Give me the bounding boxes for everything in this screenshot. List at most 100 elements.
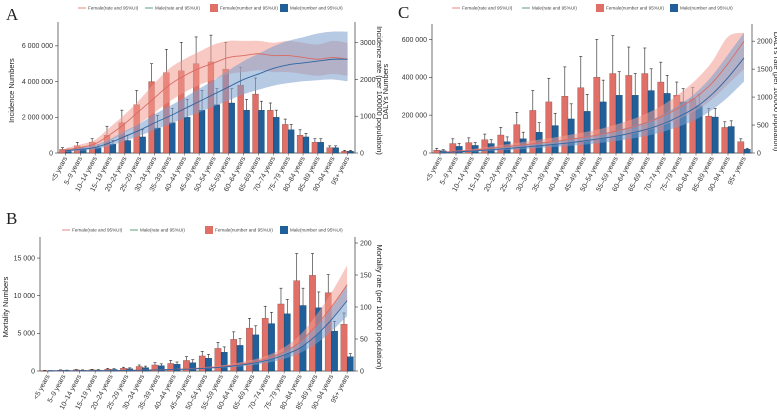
bar-male xyxy=(189,362,197,372)
y-axis-title-left: Mortality Numbers xyxy=(1,276,10,337)
bar-female xyxy=(296,134,304,154)
legend-female-number-swatch xyxy=(205,226,213,234)
y-tick-label-right: 1000 xyxy=(757,94,773,101)
bar-female xyxy=(252,93,259,154)
bar-female xyxy=(277,303,285,372)
bar-female xyxy=(282,124,289,154)
legend-male-number: Male(number and 95%UI) xyxy=(290,6,343,11)
y-axis-title-right: Mortality rate (per 100000 population) xyxy=(375,244,384,370)
y-tick-label-left: 5 000 xyxy=(17,331,35,338)
y-tick-label-left: 10 000 xyxy=(14,293,36,300)
y-tick-label-right: 50 xyxy=(360,336,368,343)
legend-male-number-swatch xyxy=(280,4,288,12)
y-tick-label-left: 0 xyxy=(423,150,427,157)
bar-male xyxy=(243,109,250,154)
bar-male xyxy=(228,102,235,154)
legend-male-number: Male(number and 95%UI) xyxy=(290,228,343,233)
y-axis-title-left: DALYs Numbers xyxy=(381,64,390,120)
bar-male xyxy=(198,109,206,154)
bar-female xyxy=(267,109,274,154)
legend-male-number-swatch xyxy=(280,226,288,234)
bar-male xyxy=(317,142,324,154)
panel-label-b: B xyxy=(6,209,17,228)
y-tick-label-right: 100 xyxy=(360,304,372,311)
legend-male-number-swatch xyxy=(670,4,678,12)
legend-female-number: Female(number and 95%UI) xyxy=(220,6,278,11)
y-tick-label-right: 150 xyxy=(360,272,372,279)
bar-male xyxy=(288,129,295,154)
bar-male xyxy=(184,117,191,154)
bar-male xyxy=(252,334,260,372)
bar-male xyxy=(347,151,354,154)
bar-male xyxy=(154,127,161,154)
bar-male xyxy=(599,101,607,154)
bar-male xyxy=(213,104,221,154)
legend-female-rate: Female(rate and 95%UI) xyxy=(462,6,513,11)
y-axis-title-right: Incidence rate (per 100000 population) xyxy=(375,26,384,155)
panel-label-a: A xyxy=(6,5,19,24)
panel-b: B Female(rate and 95%UI) Male(rate and 95… xyxy=(1,209,384,411)
bar-female xyxy=(341,151,348,154)
legend-female-number-swatch xyxy=(210,4,218,12)
bar-male xyxy=(346,356,354,372)
bar-male xyxy=(273,117,280,154)
bar-male xyxy=(139,136,146,154)
y-tick-label-right: 2000 xyxy=(360,77,376,84)
bar-female xyxy=(59,149,66,154)
y-tick-label-right: 2000 xyxy=(757,38,773,45)
bar-male xyxy=(331,330,338,372)
legend-female-number-swatch xyxy=(596,4,604,12)
bar-male xyxy=(124,140,131,154)
bar-male xyxy=(169,122,176,154)
legend: Female(rate and 95%UI) Male(rate and 95%U… xyxy=(78,4,343,12)
bar-female xyxy=(737,141,745,154)
rate-line-male xyxy=(439,57,745,153)
y-tick-label-left: 0 xyxy=(49,150,53,157)
rate-band-male xyxy=(440,32,744,153)
bar-male xyxy=(332,147,339,154)
legend: Female(rate and 95%UI) Male(rate and 95%U… xyxy=(62,226,343,234)
y-tick-label-right: 1500 xyxy=(757,66,773,73)
y-tick-label-left: 0 xyxy=(31,368,35,375)
bar-male xyxy=(743,149,751,154)
legend-female-number: Female(number and 95%UI) xyxy=(215,228,273,233)
bar-male xyxy=(109,143,117,154)
legend-male-rate: Male(rate and 95%UI) xyxy=(532,6,577,11)
panel-label-c: C xyxy=(398,3,409,22)
bar-female xyxy=(340,324,348,372)
bar-female xyxy=(721,127,729,154)
bar-female xyxy=(326,147,333,154)
bar-male xyxy=(236,345,244,372)
rate-line-male xyxy=(47,300,348,372)
y-tick-label-right: 500 xyxy=(757,122,769,129)
bar-male xyxy=(711,116,719,154)
panel-a: A Female(rate and 95%UI) Male(rate and 95… xyxy=(6,4,384,193)
rate-line-female xyxy=(439,40,745,153)
y-tick-label-right: 0 xyxy=(360,150,364,157)
legend-male-rate: Male(rate and 95%UI) xyxy=(155,6,200,11)
y-tick-label-left: 400 000 xyxy=(402,75,427,82)
bar-male xyxy=(268,323,275,372)
legend-female-rate: Female(rate and 95%UI) xyxy=(88,6,139,11)
bar-male xyxy=(302,136,310,154)
legend-male-rate: Male(rate and 95%UI) xyxy=(140,228,185,233)
legend-male-number: Male(number and 95%UI) xyxy=(680,6,733,11)
legend-female-rate: Female(rate and 95%UI) xyxy=(72,228,123,233)
y-tick-label-left: 2 000 000 xyxy=(22,115,53,122)
bar-male xyxy=(258,109,265,154)
y-axis-title-right: DALYs rate (per 100000 population) xyxy=(772,32,777,152)
y-tick-label-left: 600 000 xyxy=(402,37,427,44)
y-tick-label-right: 3000 xyxy=(360,40,376,47)
bar-female xyxy=(293,280,301,372)
rate-line-male xyxy=(65,58,348,152)
y-tick-label-right: 200 xyxy=(360,240,372,247)
y-tick-label-right: 0 xyxy=(360,368,364,375)
rate-line-female xyxy=(65,53,348,151)
rate-band-male xyxy=(65,31,348,152)
y-tick-label-right: 0 xyxy=(757,150,761,157)
bar-female xyxy=(311,142,319,154)
bar-male xyxy=(220,352,228,372)
y-tick-label-right: 1000 xyxy=(360,114,376,121)
legend-female-number: Female(number and 95%UI) xyxy=(606,6,664,11)
